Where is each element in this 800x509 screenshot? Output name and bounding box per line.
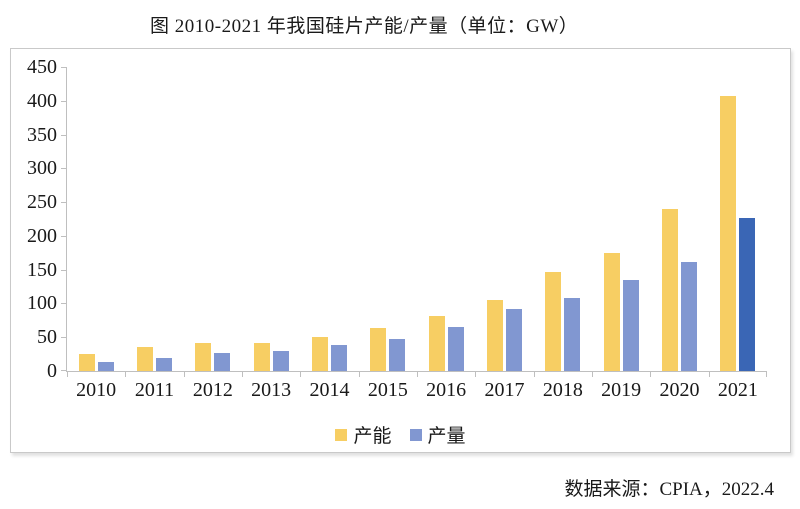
bar-production-2018 <box>564 298 581 371</box>
chart-title: 图 2010-2021 年我国硅片产能/产量（单位：GW） <box>150 16 579 37</box>
bar-capacity-2013 <box>253 342 270 371</box>
bar-production-2015 <box>389 338 406 371</box>
x-axis-tick-7 <box>475 372 477 377</box>
legend-label-production: 产量 <box>427 426 466 447</box>
x-axis-tick-3 <box>242 372 243 377</box>
x-axis-tick-4 <box>300 372 302 377</box>
y-axis-label-300: 300 <box>27 157 57 180</box>
legend: 产能 产量 <box>11 421 790 448</box>
x-axis-tick-0 <box>67 372 68 377</box>
y-axis-tick-300 <box>61 168 67 169</box>
bar-capacity-2018 <box>545 272 562 371</box>
bar-capacity-2010 <box>78 354 95 371</box>
y-axis-tick-200 <box>61 236 67 237</box>
y-axis-label-350: 350 <box>27 123 57 146</box>
bar-capacity-2017 <box>487 300 503 371</box>
x-axis-tick-6 <box>417 372 418 377</box>
legend-label-capacity: 产能 <box>353 426 392 447</box>
x-axis-tick-11 <box>708 372 710 377</box>
x-axis-label-2017: 2017 <box>484 379 525 401</box>
y-axis-label-150: 150 <box>27 258 57 281</box>
y-axis-label-450: 450 <box>27 56 57 78</box>
y-axis-label-200: 200 <box>27 224 57 247</box>
bar-capacity-2019 <box>603 253 620 371</box>
bar-production-2021 <box>739 217 756 371</box>
x-axis-tick-1 <box>125 372 127 377</box>
x-axis-label-2020: 2020 <box>659 379 700 401</box>
bar-production-2017 <box>506 308 522 371</box>
bar-capacity-2015 <box>370 327 387 371</box>
bar-production-2013 <box>272 350 289 371</box>
x-axis-tick-8 <box>533 372 535 377</box>
legend-swatch-capacity-icon <box>335 428 348 441</box>
bar-capacity-2012 <box>195 343 212 371</box>
y-axis-tick-150 <box>61 270 67 271</box>
y-axis-tick-0 <box>61 370 67 371</box>
x-axis-tick-2 <box>183 372 185 377</box>
bar-production-2012 <box>214 353 231 371</box>
x-axis-label-2012: 2012 <box>192 379 233 401</box>
bar-production-2019 <box>622 279 639 371</box>
x-axis-label-2013: 2013 <box>251 379 292 401</box>
bar-production-2010 <box>97 362 114 371</box>
bar-production-2014 <box>331 344 347 371</box>
y-axis-tick-100 <box>61 303 67 304</box>
bar-production-2020 <box>681 262 697 371</box>
bar-production-2011 <box>156 357 172 371</box>
x-axis-label-2014: 2014 <box>309 379 350 401</box>
y-axis-label-250: 250 <box>27 191 57 214</box>
bar-capacity-2014 <box>312 337 328 371</box>
legend-swatch-production-icon <box>409 428 422 441</box>
y-axis-tick-50 <box>61 337 67 338</box>
bar-capacity-2021 <box>720 96 737 371</box>
y-axis-tick-450 <box>61 67 67 68</box>
x-axis-tick-10 <box>650 372 652 377</box>
y-axis-label-100: 100 <box>27 292 57 315</box>
y-axis-label-0: 0 <box>47 360 57 382</box>
x-axis-tick-12 <box>766 372 767 377</box>
data-source: 数据来源：CPIA，2022.4 <box>564 479 774 500</box>
x-axis-tick-5 <box>358 372 360 377</box>
bar-capacity-2020 <box>662 208 678 371</box>
y-axis-label-50: 50 <box>37 326 57 349</box>
y-axis-tick-250 <box>61 202 67 203</box>
x-axis-label-2011: 2011 <box>134 379 175 401</box>
x-axis-label-2019: 2019 <box>601 379 642 401</box>
bar-capacity-2011 <box>137 346 153 371</box>
x-axis-label-2016: 2016 <box>426 379 467 401</box>
bar-production-2016 <box>447 327 464 371</box>
plot-area: 0 50 100 150 200 250 300 350 400 450 2010 2011 2012 2… <box>27 57 767 401</box>
chart-frame: 0 50 100 150 200 250 300 350 400 450 2010 2011 2012 2… <box>10 48 791 453</box>
x-axis-tick-9 <box>592 372 593 377</box>
y-axis-label-400: 400 <box>27 89 57 112</box>
x-axis-label-2010: 2010 <box>76 379 117 401</box>
y-axis-tick-400 <box>61 101 67 102</box>
x-axis-label-2015: 2015 <box>367 379 408 401</box>
y-axis-tick-350 <box>61 135 67 136</box>
x-axis-label-2021: 2021 <box>717 379 758 401</box>
x-axis-label-2018: 2018 <box>542 379 583 401</box>
bar-capacity-2016 <box>428 316 445 371</box>
